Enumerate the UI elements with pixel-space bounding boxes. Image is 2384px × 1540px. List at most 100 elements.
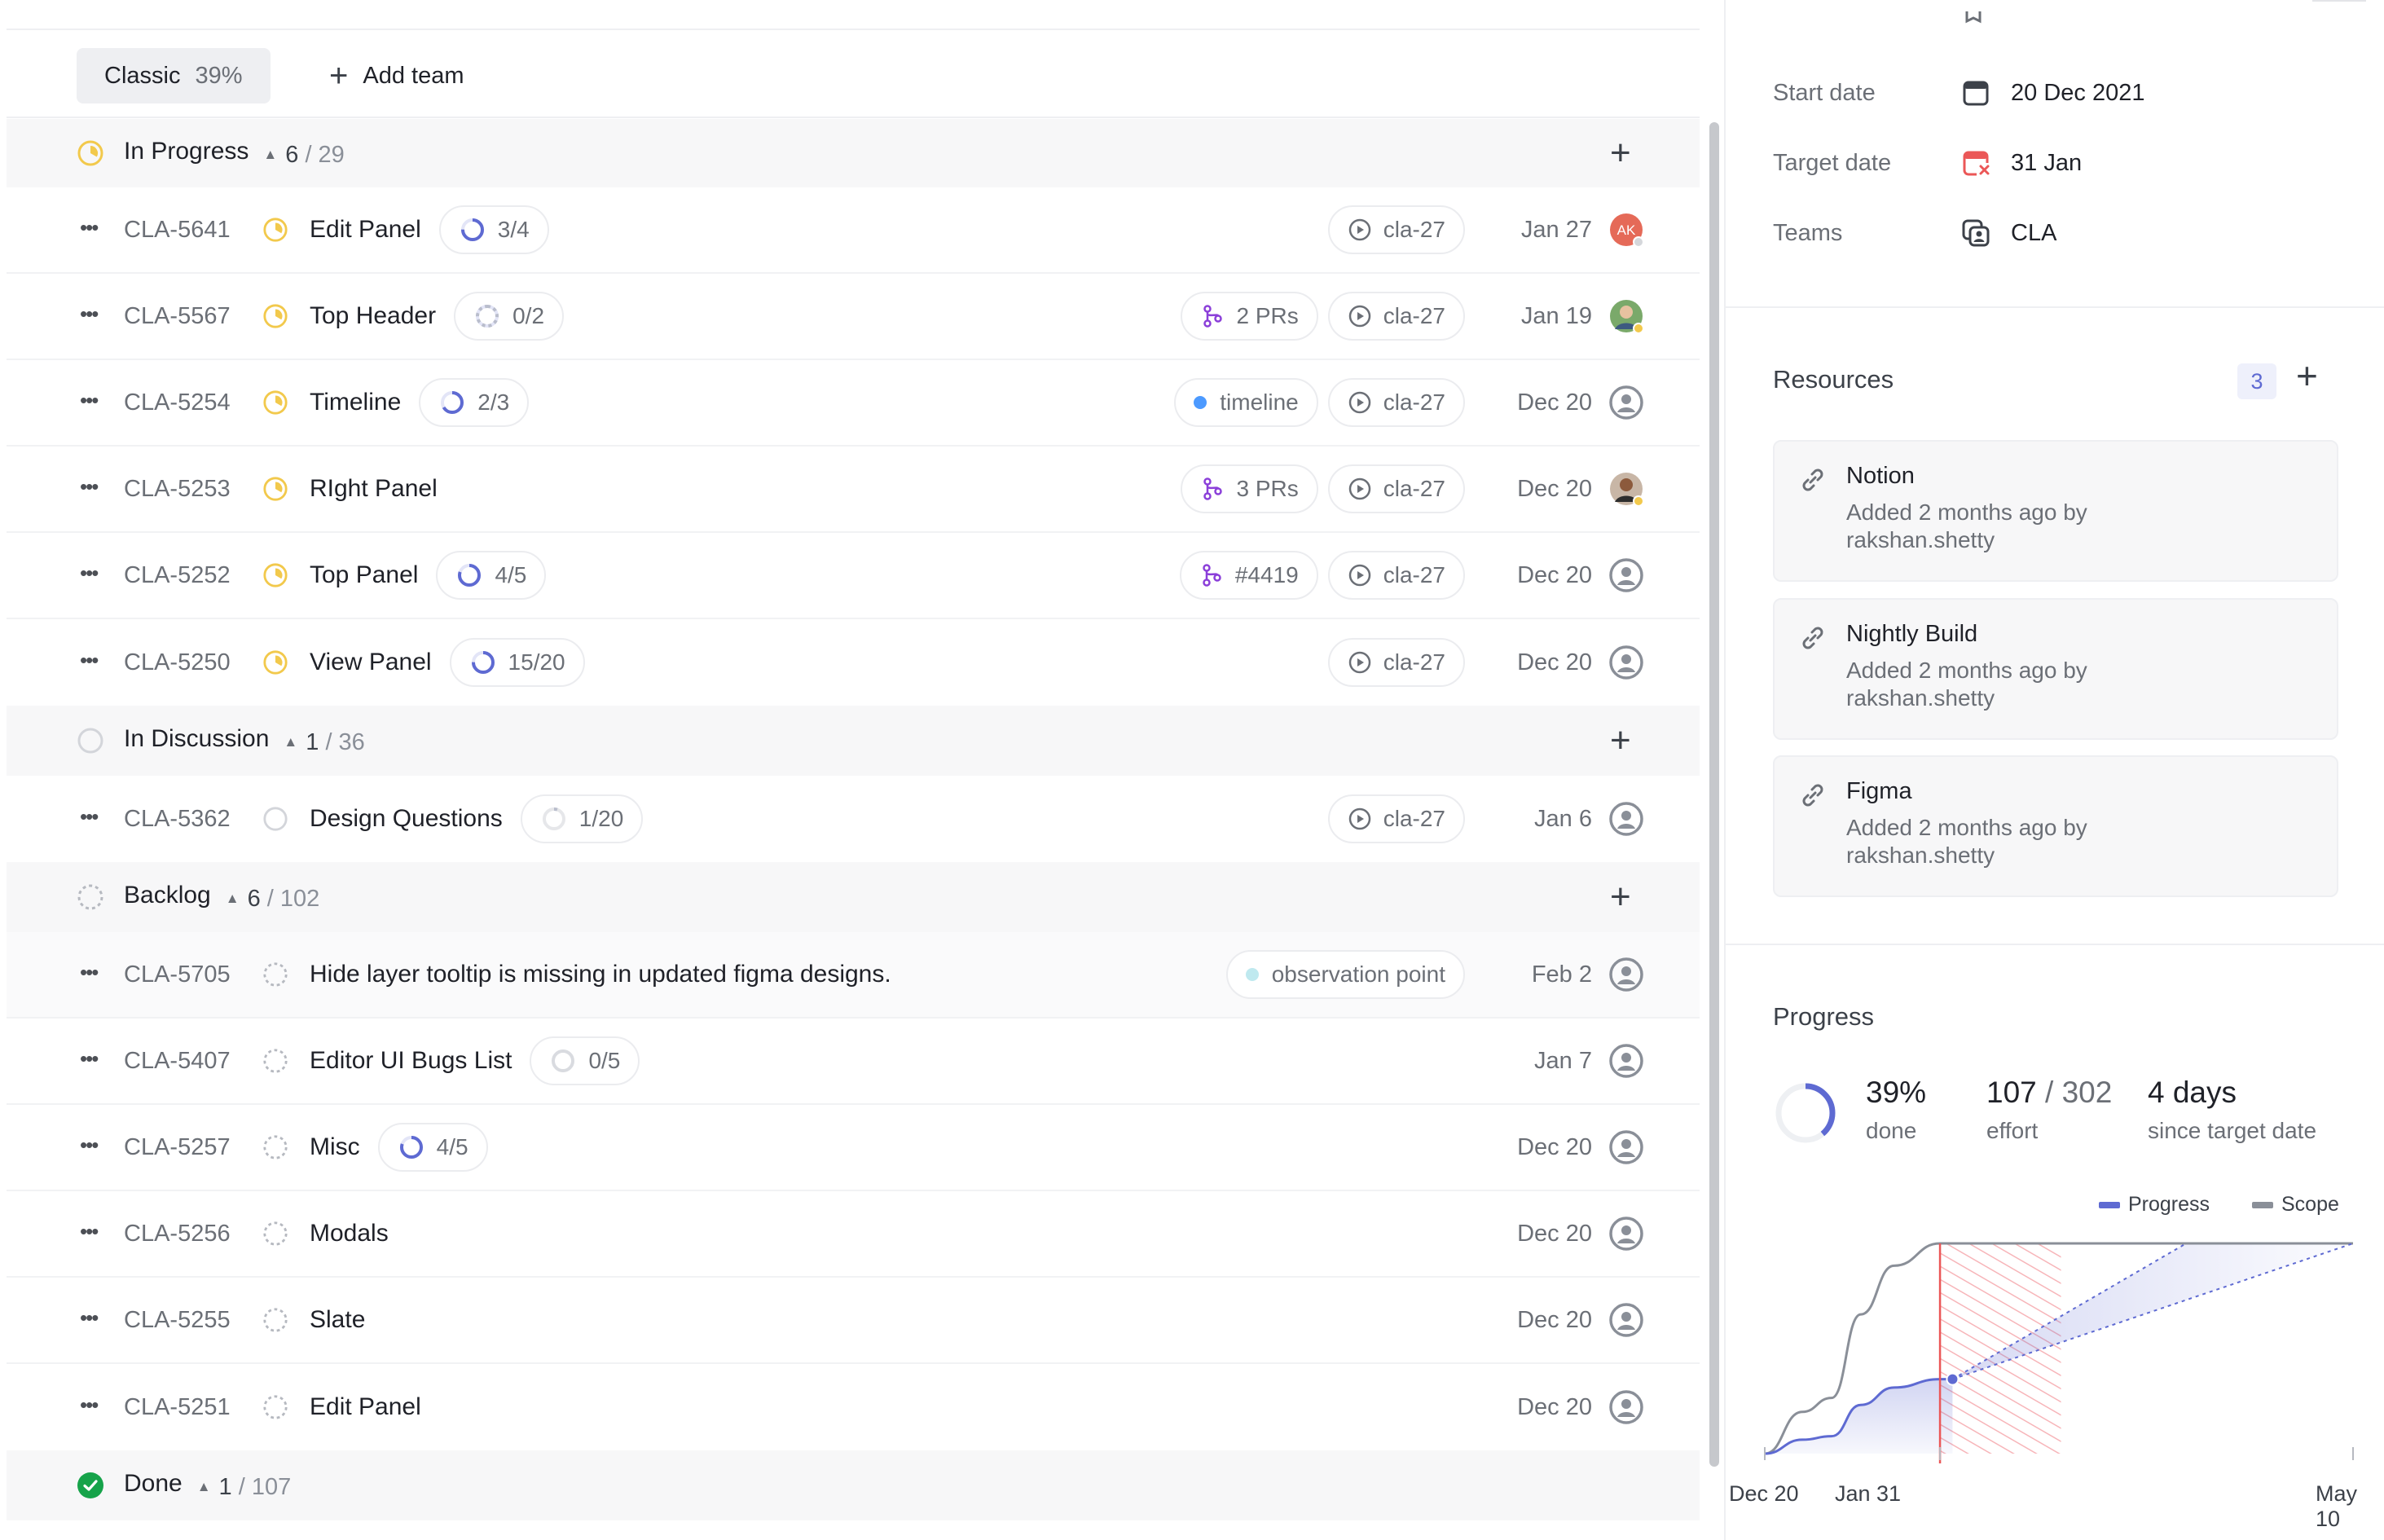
add-issue-plus-icon[interactable]: + (1610, 720, 1631, 760)
issue-row[interactable]: ••• CLA-5567 Top Header 0/2 2 PRs cla-27… (7, 274, 1700, 360)
more-icon[interactable]: ••• (80, 804, 99, 829)
list-scrollbar[interactable] (1709, 122, 1719, 1467)
subtask-progress-pill[interactable]: 4/5 (377, 1123, 488, 1172)
cycle-pill[interactable]: cla-27 (1327, 205, 1465, 254)
issue-row[interactable]: ••• CLA-5250 View Panel 15/20 cla-27 Dec… (7, 619, 1700, 706)
legend-scope: Scope (2252, 1193, 2339, 1217)
in-progress-status-icon[interactable] (262, 476, 288, 502)
add-issue-plus-icon[interactable]: + (1610, 133, 1631, 173)
more-icon[interactable]: ••• (80, 301, 99, 326)
subtask-progress-pill[interactable]: 3/4 (438, 205, 549, 254)
unassigned-avatar-icon[interactable] (1608, 385, 1644, 420)
backlog-status-icon[interactable] (262, 1221, 288, 1247)
in-progress-status-icon[interactable] (262, 389, 288, 416)
issue-id: CLA-5254 (124, 389, 231, 416)
cycle-pill[interactable]: cla-27 (1327, 551, 1465, 600)
section-done[interactable]: Done ▲ 1 / 107 (7, 1450, 1700, 1520)
section-backlog[interactable]: Backlog ▲ 6 / 102 + (7, 862, 1700, 932)
backlog-status-icon[interactable] (262, 1307, 288, 1333)
more-icon[interactable]: ••• (80, 215, 99, 240)
in-progress-status-icon[interactable] (262, 303, 288, 329)
assignee-avatar[interactable]: AK (1608, 212, 1644, 248)
issue-row[interactable]: ••• CLA-5407 Editor UI Bugs List 0/5 Jan… (7, 1019, 1700, 1105)
resource-card[interactable]: Figma Added 2 months ago by rakshan.shet… (1773, 755, 2338, 897)
unassigned-avatar-icon[interactable] (1608, 645, 1644, 680)
legend-progress-label: Progress (2128, 1193, 2210, 1216)
progress-ring-icon (542, 807, 565, 830)
property-start-date[interactable]: Start date 20 Dec 2021 (1773, 68, 2144, 117)
backlog-status-icon[interactable] (262, 1134, 288, 1160)
more-icon[interactable]: ••• (80, 960, 99, 984)
subtask-progress-pill[interactable]: 15/20 (449, 638, 585, 687)
property-teams[interactable]: Teams CLA (1773, 209, 2056, 257)
more-icon[interactable]: ••• (80, 561, 99, 585)
assignee-avatar[interactable] (1608, 298, 1644, 334)
progress-ring-icon (399, 1136, 423, 1159)
issue-row[interactable]: ••• CLA-5256 Modals Dec 20 (7, 1191, 1700, 1278)
backlog-status-icon[interactable] (262, 1394, 288, 1420)
add-resource-plus-icon[interactable]: + (2296, 354, 2318, 397)
assignee-avatar[interactable] (1608, 471, 1644, 507)
section-label: Backlog (124, 882, 211, 909)
issue-row[interactable]: ••• CLA-5254 Timeline 2/3 timeline cla-2… (7, 360, 1700, 447)
in-progress-status-icon[interactable] (262, 649, 288, 675)
view-tab-classic[interactable]: Classic 39% (77, 48, 271, 103)
more-icon[interactable]: ••• (80, 1219, 99, 1243)
pr-pill[interactable]: 3 PRs (1181, 464, 1318, 513)
unassigned-avatar-icon[interactable] (1608, 1389, 1644, 1425)
add-team-button[interactable]: + Add team (329, 48, 464, 103)
label-pill[interactable]: observation point (1225, 950, 1465, 999)
add-issue-plus-icon[interactable]: + (1610, 877, 1631, 917)
more-icon[interactable]: ••• (80, 474, 99, 499)
subtask-progress-pill[interactable]: 1/20 (520, 794, 644, 843)
cycle-pill[interactable]: cla-27 (1327, 292, 1465, 341)
projection-line-fast (1951, 1243, 2187, 1380)
more-icon[interactable]: ••• (80, 648, 99, 672)
subtask-progress-pill[interactable]: 2/3 (419, 378, 530, 427)
section-in-discussion[interactable]: In Discussion ▲ 1 / 36 + (7, 706, 1700, 776)
resource-card[interactable]: Notion Added 2 months ago by rakshan.she… (1773, 440, 2338, 582)
unassigned-avatar-icon[interactable] (1608, 1216, 1644, 1252)
unassigned-avatar-icon[interactable] (1608, 1043, 1644, 1079)
section-count: 1 (306, 728, 319, 755)
section-label: In Progress (124, 138, 249, 165)
section-in-progress[interactable]: In Progress ▲ 6 / 29 + (7, 119, 1700, 187)
unassigned-avatar-icon[interactable] (1608, 957, 1644, 992)
unassigned-avatar-icon[interactable] (1608, 801, 1644, 837)
unassigned-avatar-icon[interactable] (1608, 557, 1644, 593)
unassigned-avatar-icon[interactable] (1608, 1129, 1644, 1165)
backlog-status-icon[interactable] (262, 961, 288, 988)
issue-row[interactable]: ••• CLA-5252 Top Panel 4/5 #4419 cla-27 … (7, 533, 1700, 619)
in-progress-status-icon[interactable] (262, 562, 288, 588)
pr-pill[interactable]: 2 PRs (1181, 292, 1318, 341)
more-icon[interactable]: ••• (80, 1046, 99, 1071)
issue-row[interactable]: ••• CLA-5255 Slate Dec 20 (7, 1278, 1700, 1364)
cycle-pill[interactable]: cla-27 (1327, 464, 1465, 513)
issue-row[interactable]: ••• CLA-5705 Hide layer tooltip is missi… (7, 932, 1700, 1019)
in-progress-status-icon[interactable] (262, 217, 288, 243)
backlog-status-icon[interactable] (262, 1048, 288, 1074)
issue-row[interactable]: ••• CLA-5251 Edit Panel Dec 20 (7, 1364, 1700, 1450)
subtask-progress-pill[interactable]: 0/5 (530, 1036, 640, 1085)
property-target-date[interactable]: Target date 31 Jan (1773, 139, 2082, 187)
issue-row[interactable]: ••• CLA-5253 RIght Panel 3 PRs cla-27 De… (7, 447, 1700, 533)
more-icon[interactable]: ••• (80, 1133, 99, 1157)
more-icon[interactable]: ••• (80, 1393, 99, 1417)
issue-row[interactable]: ••• CLA-5362 Design Questions 1/20 cla-2… (7, 776, 1700, 862)
issue-row[interactable]: ••• CLA-5257 Misc 4/5 Dec 20 (7, 1105, 1700, 1191)
cycle-pill[interactable]: cla-27 (1327, 638, 1465, 687)
label-pill[interactable]: timeline (1174, 378, 1318, 427)
unassigned-avatar-icon[interactable] (1608, 1302, 1644, 1338)
subtask-count: 0/5 (588, 1048, 621, 1073)
pr-pill[interactable]: #4419 (1179, 551, 1318, 600)
stat-days: 4 days since target date (2148, 1076, 2316, 1144)
cycle-pill[interactable]: cla-27 (1327, 794, 1465, 843)
more-icon[interactable]: ••• (80, 388, 99, 412)
in-discussion-status-icon[interactable] (262, 806, 288, 832)
subtask-progress-pill[interactable]: 4/5 (436, 551, 547, 600)
subtask-progress-pill[interactable]: 0/2 (454, 292, 565, 341)
issue-row[interactable]: ••• CLA-5641 Edit Panel 3/4 cla-27 Jan 2… (7, 187, 1700, 274)
cycle-pill[interactable]: cla-27 (1327, 378, 1465, 427)
resource-card[interactable]: Nightly Build Added 2 months ago by raks… (1773, 598, 2338, 740)
more-icon[interactable]: ••• (80, 1305, 99, 1330)
